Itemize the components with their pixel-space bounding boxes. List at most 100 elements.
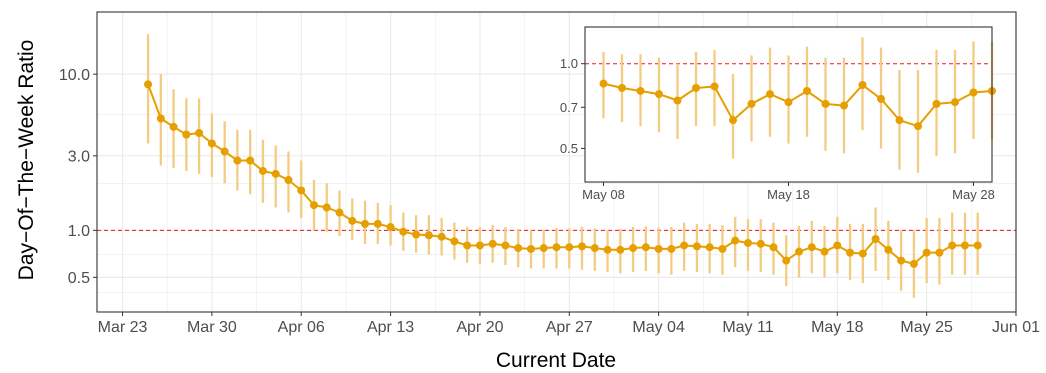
data-point: [820, 247, 829, 256]
x-tick-label: May 11: [722, 319, 773, 336]
data-point: [437, 232, 446, 241]
y-tick-label: 10.0: [59, 67, 90, 84]
data-point: [747, 99, 756, 108]
data-point: [914, 122, 922, 131]
data-point: [756, 239, 765, 248]
data-point: [412, 230, 421, 239]
y-axis-label: Day−Of−The−Week Ratio: [15, 40, 38, 281]
data-point: [951, 98, 959, 107]
data-point: [539, 244, 548, 253]
data-point: [909, 259, 918, 268]
data-point: [629, 244, 638, 253]
data-point: [578, 242, 587, 251]
data-point: [897, 256, 906, 265]
data-point: [833, 241, 842, 250]
data-point: [526, 244, 535, 253]
data-point: [246, 156, 255, 165]
x-tick-label: Apr 20: [456, 319, 503, 336]
data-point: [373, 219, 382, 228]
data-point: [590, 244, 599, 253]
data-point: [846, 248, 855, 257]
data-point: [195, 128, 204, 137]
data-point: [673, 96, 682, 105]
data-point: [969, 88, 978, 97]
x-tick-label: Apr 27: [546, 319, 593, 336]
data-point: [284, 176, 293, 185]
x-tick-label: May 18: [767, 187, 810, 202]
data-point: [463, 241, 472, 250]
data-point: [424, 231, 433, 240]
data-point: [565, 243, 574, 252]
x-tick-label: May 18: [811, 319, 864, 336]
data-point: [207, 139, 216, 148]
y-tick-label: 0.5: [560, 141, 578, 156]
data-point: [895, 116, 904, 125]
data-point: [361, 219, 370, 228]
data-point: [258, 166, 267, 175]
y-tick-label: 0.7: [560, 100, 578, 115]
data-point: [935, 248, 944, 257]
data-point: [803, 86, 811, 95]
data-point: [233, 156, 242, 165]
data-point: [731, 236, 740, 245]
data-point: [156, 114, 165, 123]
x-tick-label: May 08: [582, 187, 625, 202]
panel-border: [96, 11, 1017, 313]
y-tick-label: 0.5: [68, 270, 90, 287]
data-point: [680, 241, 689, 250]
data-point: [858, 249, 867, 258]
data-point: [973, 241, 982, 250]
y-tick-label: 3.0: [68, 148, 90, 165]
data-point: [514, 244, 523, 253]
data-point: [618, 83, 626, 92]
data-point: [309, 201, 318, 210]
data-point: [654, 244, 663, 253]
data-point: [636, 86, 645, 95]
data-point: [922, 248, 931, 257]
data-point: [271, 169, 280, 178]
data-point: [705, 243, 714, 252]
x-tick-label: Mar 30: [187, 319, 237, 336]
data-point: [729, 116, 737, 125]
data-point: [144, 80, 153, 89]
data-point: [475, 241, 484, 250]
data-point: [552, 243, 561, 252]
data-point: [784, 98, 793, 107]
data-point: [807, 243, 816, 252]
data-point: [501, 241, 510, 250]
data-point: [348, 216, 357, 225]
data-point: [782, 256, 791, 265]
data-point: [220, 147, 229, 156]
data-point: [718, 244, 727, 253]
data-point: [603, 245, 612, 254]
data-point: [766, 90, 774, 99]
data-point: [692, 242, 701, 251]
data-point: [710, 82, 719, 91]
data-point: [871, 235, 880, 244]
data-point: [884, 245, 893, 254]
data-point: [322, 203, 331, 212]
data-point: [386, 223, 395, 232]
data-point: [488, 239, 497, 248]
data-point: [599, 79, 608, 88]
data-point: [821, 99, 830, 108]
y-tick-label: 1.0: [68, 223, 90, 240]
x-tick-label: May 25: [900, 319, 953, 336]
data-point: [169, 122, 178, 131]
data-point: [655, 90, 663, 99]
inset-plot: 0.5 0.7 1.0 May 08 May 18 May 28: [560, 26, 996, 202]
series-line: [603, 82, 993, 128]
data-point: [450, 237, 459, 246]
data-point: [641, 243, 650, 252]
data-point: [692, 83, 700, 92]
x-axis-label: Current Date: [496, 349, 616, 372]
data-point: [335, 208, 344, 217]
y-tick-label: 1.0: [560, 56, 578, 71]
data-point: [769, 243, 778, 252]
data-point: [743, 238, 752, 247]
data-point: [960, 241, 969, 250]
data-point: [877, 94, 885, 103]
x-tick-label: Apr 06: [278, 319, 325, 336]
data-point: [858, 81, 867, 90]
